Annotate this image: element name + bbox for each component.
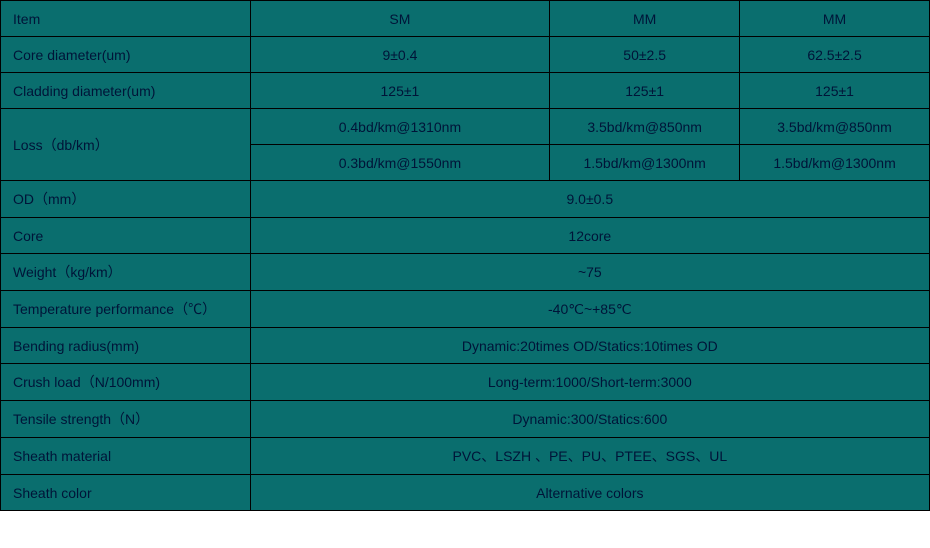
- label-crush-load: Crush load（N/100mm): [1, 364, 251, 401]
- label-cladding-diameter: Cladding diameter(um): [1, 73, 251, 109]
- value-core-diameter-mm2: 62.5±2.5: [740, 37, 930, 73]
- value-sheath-color: Alternative colors: [250, 475, 929, 511]
- label-loss: Loss（db/km）: [1, 109, 251, 181]
- header-mm1: MM: [550, 1, 740, 37]
- label-od: OD（mm）: [1, 181, 251, 218]
- value-temperature: -40℃~+85℃: [250, 291, 929, 328]
- value-od: 9.0±0.5: [250, 181, 929, 218]
- value-crush-load: Long-term:1000/Short-term:3000: [250, 364, 929, 401]
- value-loss2-mm1: 1.5bd/km@1300nm: [550, 145, 740, 181]
- row-core-diameter: Core diameter(um) 9±0.4 50±2.5 62.5±2.5: [1, 37, 930, 73]
- header-item: Item: [1, 1, 251, 37]
- label-core: Core: [1, 218, 251, 254]
- value-core: 12core: [250, 218, 929, 254]
- row-core: Core 12core: [1, 218, 930, 254]
- value-loss2-sm: 0.3bd/km@1550nm: [250, 145, 550, 181]
- value-core-diameter-mm1: 50±2.5: [550, 37, 740, 73]
- value-sheath-material: PVC、LSZH 、PE、PU、PTEE、SGS、UL: [250, 438, 929, 475]
- table-header-row: Item SM MM MM: [1, 1, 930, 37]
- row-temperature: Temperature performance（℃） -40℃~+85℃: [1, 291, 930, 328]
- value-weight: ~75: [250, 254, 929, 291]
- row-cladding-diameter: Cladding diameter(um) 125±1 125±1 125±1: [1, 73, 930, 109]
- spec-table: Item SM MM MM Core diameter(um) 9±0.4 50…: [0, 0, 930, 511]
- value-tensile-strength: Dynamic:300/Statics:600: [250, 401, 929, 438]
- row-od: OD（mm） 9.0±0.5: [1, 181, 930, 218]
- label-weight: Weight（kg/km）: [1, 254, 251, 291]
- row-bending-radius: Bending radius(mm) Dynamic:20times OD/St…: [1, 328, 930, 364]
- value-core-diameter-sm: 9±0.4: [250, 37, 550, 73]
- row-loss-1: Loss（db/km） 0.4bd/km@1310nm 3.5bd/km@850…: [1, 109, 930, 145]
- value-cladding-diameter-mm1: 125±1: [550, 73, 740, 109]
- label-tensile-strength: Tensile strength（N）: [1, 401, 251, 438]
- value-cladding-diameter-sm: 125±1: [250, 73, 550, 109]
- row-sheath-color: Sheath color Alternative colors: [1, 475, 930, 511]
- label-sheath-material: Sheath material: [1, 438, 251, 475]
- header-mm2: MM: [740, 1, 930, 37]
- value-bending-radius: Dynamic:20times OD/Statics:10times OD: [250, 328, 929, 364]
- value-loss1-sm: 0.4bd/km@1310nm: [250, 109, 550, 145]
- label-core-diameter: Core diameter(um): [1, 37, 251, 73]
- header-sm: SM: [250, 1, 550, 37]
- row-tensile-strength: Tensile strength（N） Dynamic:300/Statics:…: [1, 401, 930, 438]
- value-loss2-mm2: 1.5bd/km@1300nm: [740, 145, 930, 181]
- value-cladding-diameter-mm2: 125±1: [740, 73, 930, 109]
- label-sheath-color: Sheath color: [1, 475, 251, 511]
- row-weight: Weight（kg/km） ~75: [1, 254, 930, 291]
- value-loss1-mm1: 3.5bd/km@850nm: [550, 109, 740, 145]
- row-sheath-material: Sheath material PVC、LSZH 、PE、PU、PTEE、SGS…: [1, 438, 930, 475]
- value-loss1-mm2: 3.5bd/km@850nm: [740, 109, 930, 145]
- label-bending-radius: Bending radius(mm): [1, 328, 251, 364]
- label-temperature: Temperature performance（℃）: [1, 291, 251, 328]
- row-crush-load: Crush load（N/100mm) Long-term:1000/Short…: [1, 364, 930, 401]
